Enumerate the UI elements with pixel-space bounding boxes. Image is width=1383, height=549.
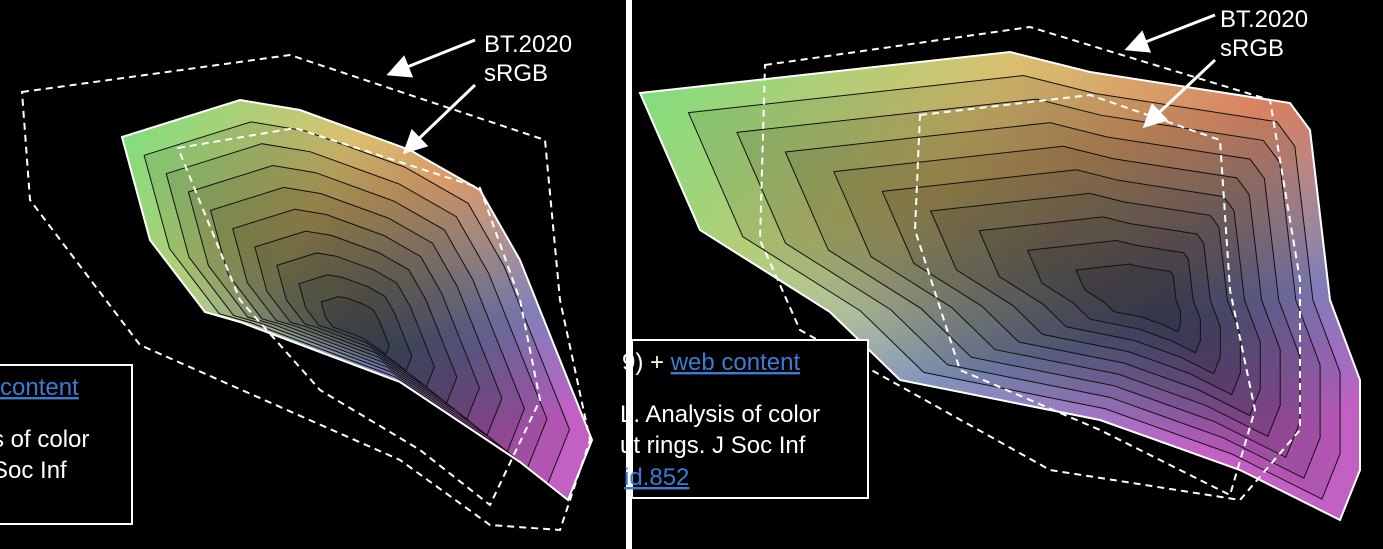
srgb-outline (176, 126, 542, 507)
divider (626, 0, 632, 549)
ring (1075, 263, 1181, 333)
caption-line: ut rings. J Soc Inf (620, 432, 806, 459)
ring (320, 296, 390, 356)
caption-line: Soc Inf (0, 457, 67, 484)
srgb-outline (913, 93, 1257, 497)
ring (1026, 239, 1201, 354)
right-slide (638, 25, 1361, 522)
caption-box (0, 364, 133, 525)
left-annotations: BT.2020 sRGB content s of color Soc Inf (0, 31, 572, 525)
gamut-outline (120, 98, 594, 502)
ring (978, 216, 1221, 375)
arrow (402, 83, 477, 155)
caption-line: L. Analysis of color (620, 401, 820, 428)
ring (298, 274, 413, 372)
caption-line: 9) + web content (622, 349, 800, 376)
right-annotations: BT.2020 sRGB 9) + web content L. Analysi… (620, 6, 1308, 499)
gamut-outline (638, 50, 1361, 522)
bt2020-outline (20, 53, 592, 532)
ring (143, 121, 571, 485)
label: sRGB (1220, 35, 1284, 62)
ring (833, 145, 1281, 438)
ring (881, 169, 1261, 417)
ring (232, 208, 480, 421)
label: BT.2020 (1220, 6, 1308, 33)
link[interactable]: content (0, 374, 79, 401)
label: sRGB (484, 60, 548, 87)
left-slide (20, 53, 594, 532)
caption-text: 9) + (622, 349, 671, 376)
link[interactable]: id.852 (624, 464, 689, 491)
ring (254, 230, 458, 404)
arrow (386, 38, 476, 78)
caption-box (631, 339, 869, 499)
link[interactable]: web content (670, 349, 801, 376)
ring (209, 186, 503, 437)
ring (165, 143, 548, 469)
label: BT.2020 (484, 31, 572, 58)
arrow (1142, 58, 1217, 129)
ring (276, 252, 435, 388)
arrow (1124, 13, 1216, 53)
ring (929, 192, 1241, 396)
caption-line: s of color (0, 426, 89, 453)
